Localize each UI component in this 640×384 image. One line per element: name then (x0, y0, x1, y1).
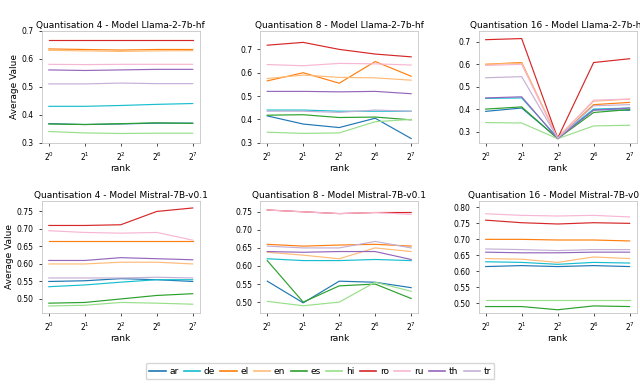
Legend: ar, de, el, en, es, hi, ro, ru, th, tr: ar, de, el, en, es, hi, ro, ru, th, tr (146, 363, 494, 379)
X-axis label: rank: rank (111, 164, 131, 173)
X-axis label: rank: rank (329, 334, 349, 343)
Title: Quantisation 8 - Model Llama-2-7b-hf: Quantisation 8 - Model Llama-2-7b-hf (255, 21, 424, 30)
X-axis label: rank: rank (329, 164, 349, 173)
Y-axis label: Average Value: Average Value (5, 225, 14, 290)
Y-axis label: Average Value: Average Value (10, 54, 19, 119)
X-axis label: rank: rank (548, 334, 568, 343)
Title: Quantisation 16 - Model Llama-2-7b-hf: Quantisation 16 - Model Llama-2-7b-hf (470, 21, 640, 30)
Title: Quantisation 4 - Model Llama-2-7b-hf: Quantisation 4 - Model Llama-2-7b-hf (36, 21, 205, 30)
Title: Quantisation 4 - Model Mistral-7B-v0.1: Quantisation 4 - Model Mistral-7B-v0.1 (34, 191, 208, 200)
Title: Quantisation 16 - Model Mistral-7B-v0.1: Quantisation 16 - Model Mistral-7B-v0.1 (468, 191, 640, 200)
X-axis label: rank: rank (111, 334, 131, 343)
Title: Quantisation 8 - Model Mistral-7B-v0.1: Quantisation 8 - Model Mistral-7B-v0.1 (252, 191, 426, 200)
X-axis label: rank: rank (548, 164, 568, 173)
